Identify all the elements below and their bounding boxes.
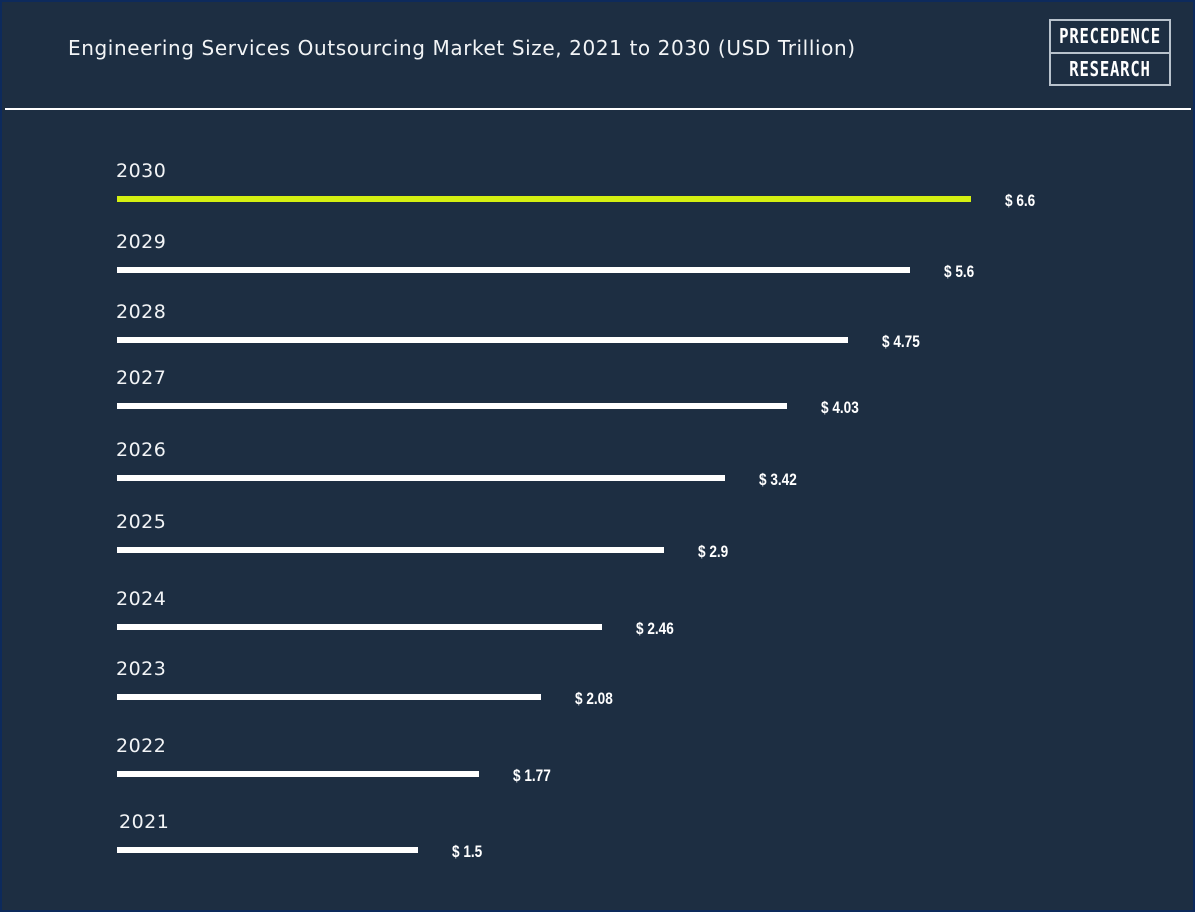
bar-2028 — [117, 337, 849, 343]
category-label: 2029 — [116, 231, 167, 253]
category-label: 2027 — [116, 367, 167, 389]
bar-2023 — [117, 694, 541, 700]
brand-logo: PRECEDENCE RESEARCH — [1049, 19, 1171, 86]
data-label: $ 2.08 — [574, 689, 613, 708]
data-label: $ 6.6 — [1005, 191, 1036, 210]
title-divider — [5, 108, 1191, 110]
data-label: $ 1.5 — [452, 842, 483, 861]
bar-2022 — [117, 771, 480, 777]
bar-2030 — [117, 196, 971, 202]
data-label: $ 4.75 — [882, 332, 920, 351]
bar-2026 — [117, 475, 726, 481]
logo-line-2: RESEARCH — [1069, 56, 1151, 81]
data-label: $ 2.46 — [636, 619, 675, 638]
data-label: $ 3.42 — [759, 470, 798, 489]
chart-title: Engineering Services Outsourcing Market … — [68, 36, 856, 60]
data-label: $ 1.77 — [513, 766, 552, 785]
category-label: 2023 — [116, 658, 167, 680]
data-label: $ 4.03 — [820, 398, 859, 417]
category-label: 2022 — [116, 735, 167, 757]
bar-2025 — [117, 547, 664, 553]
logo-divider — [1051, 51, 1169, 54]
category-label: 2024 — [116, 588, 167, 610]
category-label: 2026 — [116, 439, 167, 461]
data-label: $ 5.6 — [943, 262, 974, 281]
bar-2027 — [117, 403, 787, 409]
bar-2029 — [117, 267, 910, 273]
bar-2024 — [117, 624, 603, 630]
category-label: 2025 — [116, 511, 167, 533]
category-label: 2028 — [116, 301, 167, 323]
category-label: 2030 — [116, 160, 167, 182]
category-label: 2021 — [119, 811, 170, 833]
bar-2021 — [117, 847, 418, 853]
logo-line-1: PRECEDENCE — [1059, 24, 1161, 49]
data-label: $ 2.9 — [697, 542, 729, 561]
